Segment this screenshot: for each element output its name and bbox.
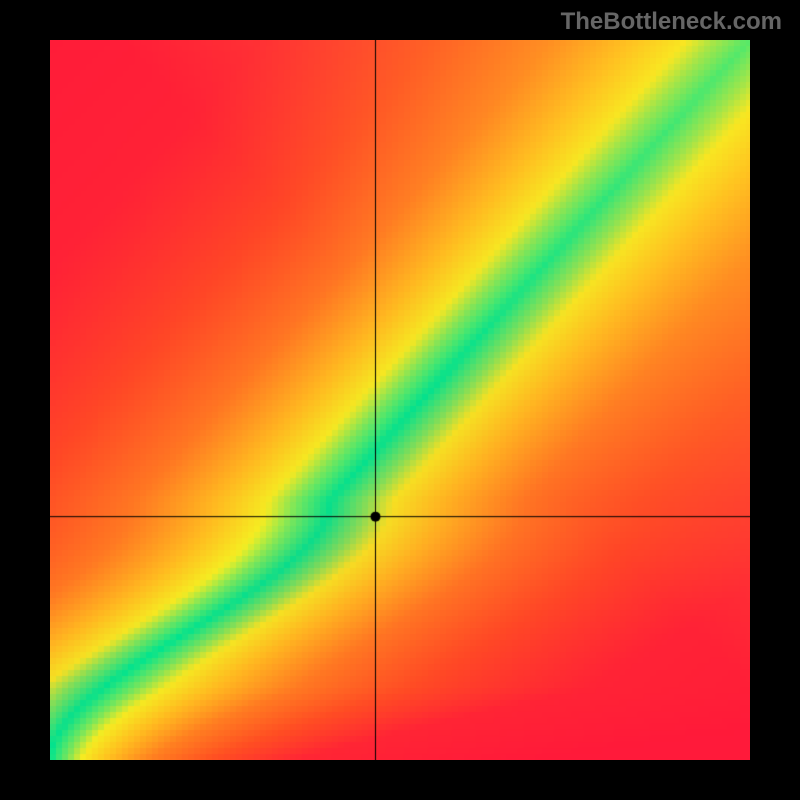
watermark-text: TheBottleneck.com	[561, 8, 782, 36]
bottleneck-heatmap	[50, 40, 750, 760]
